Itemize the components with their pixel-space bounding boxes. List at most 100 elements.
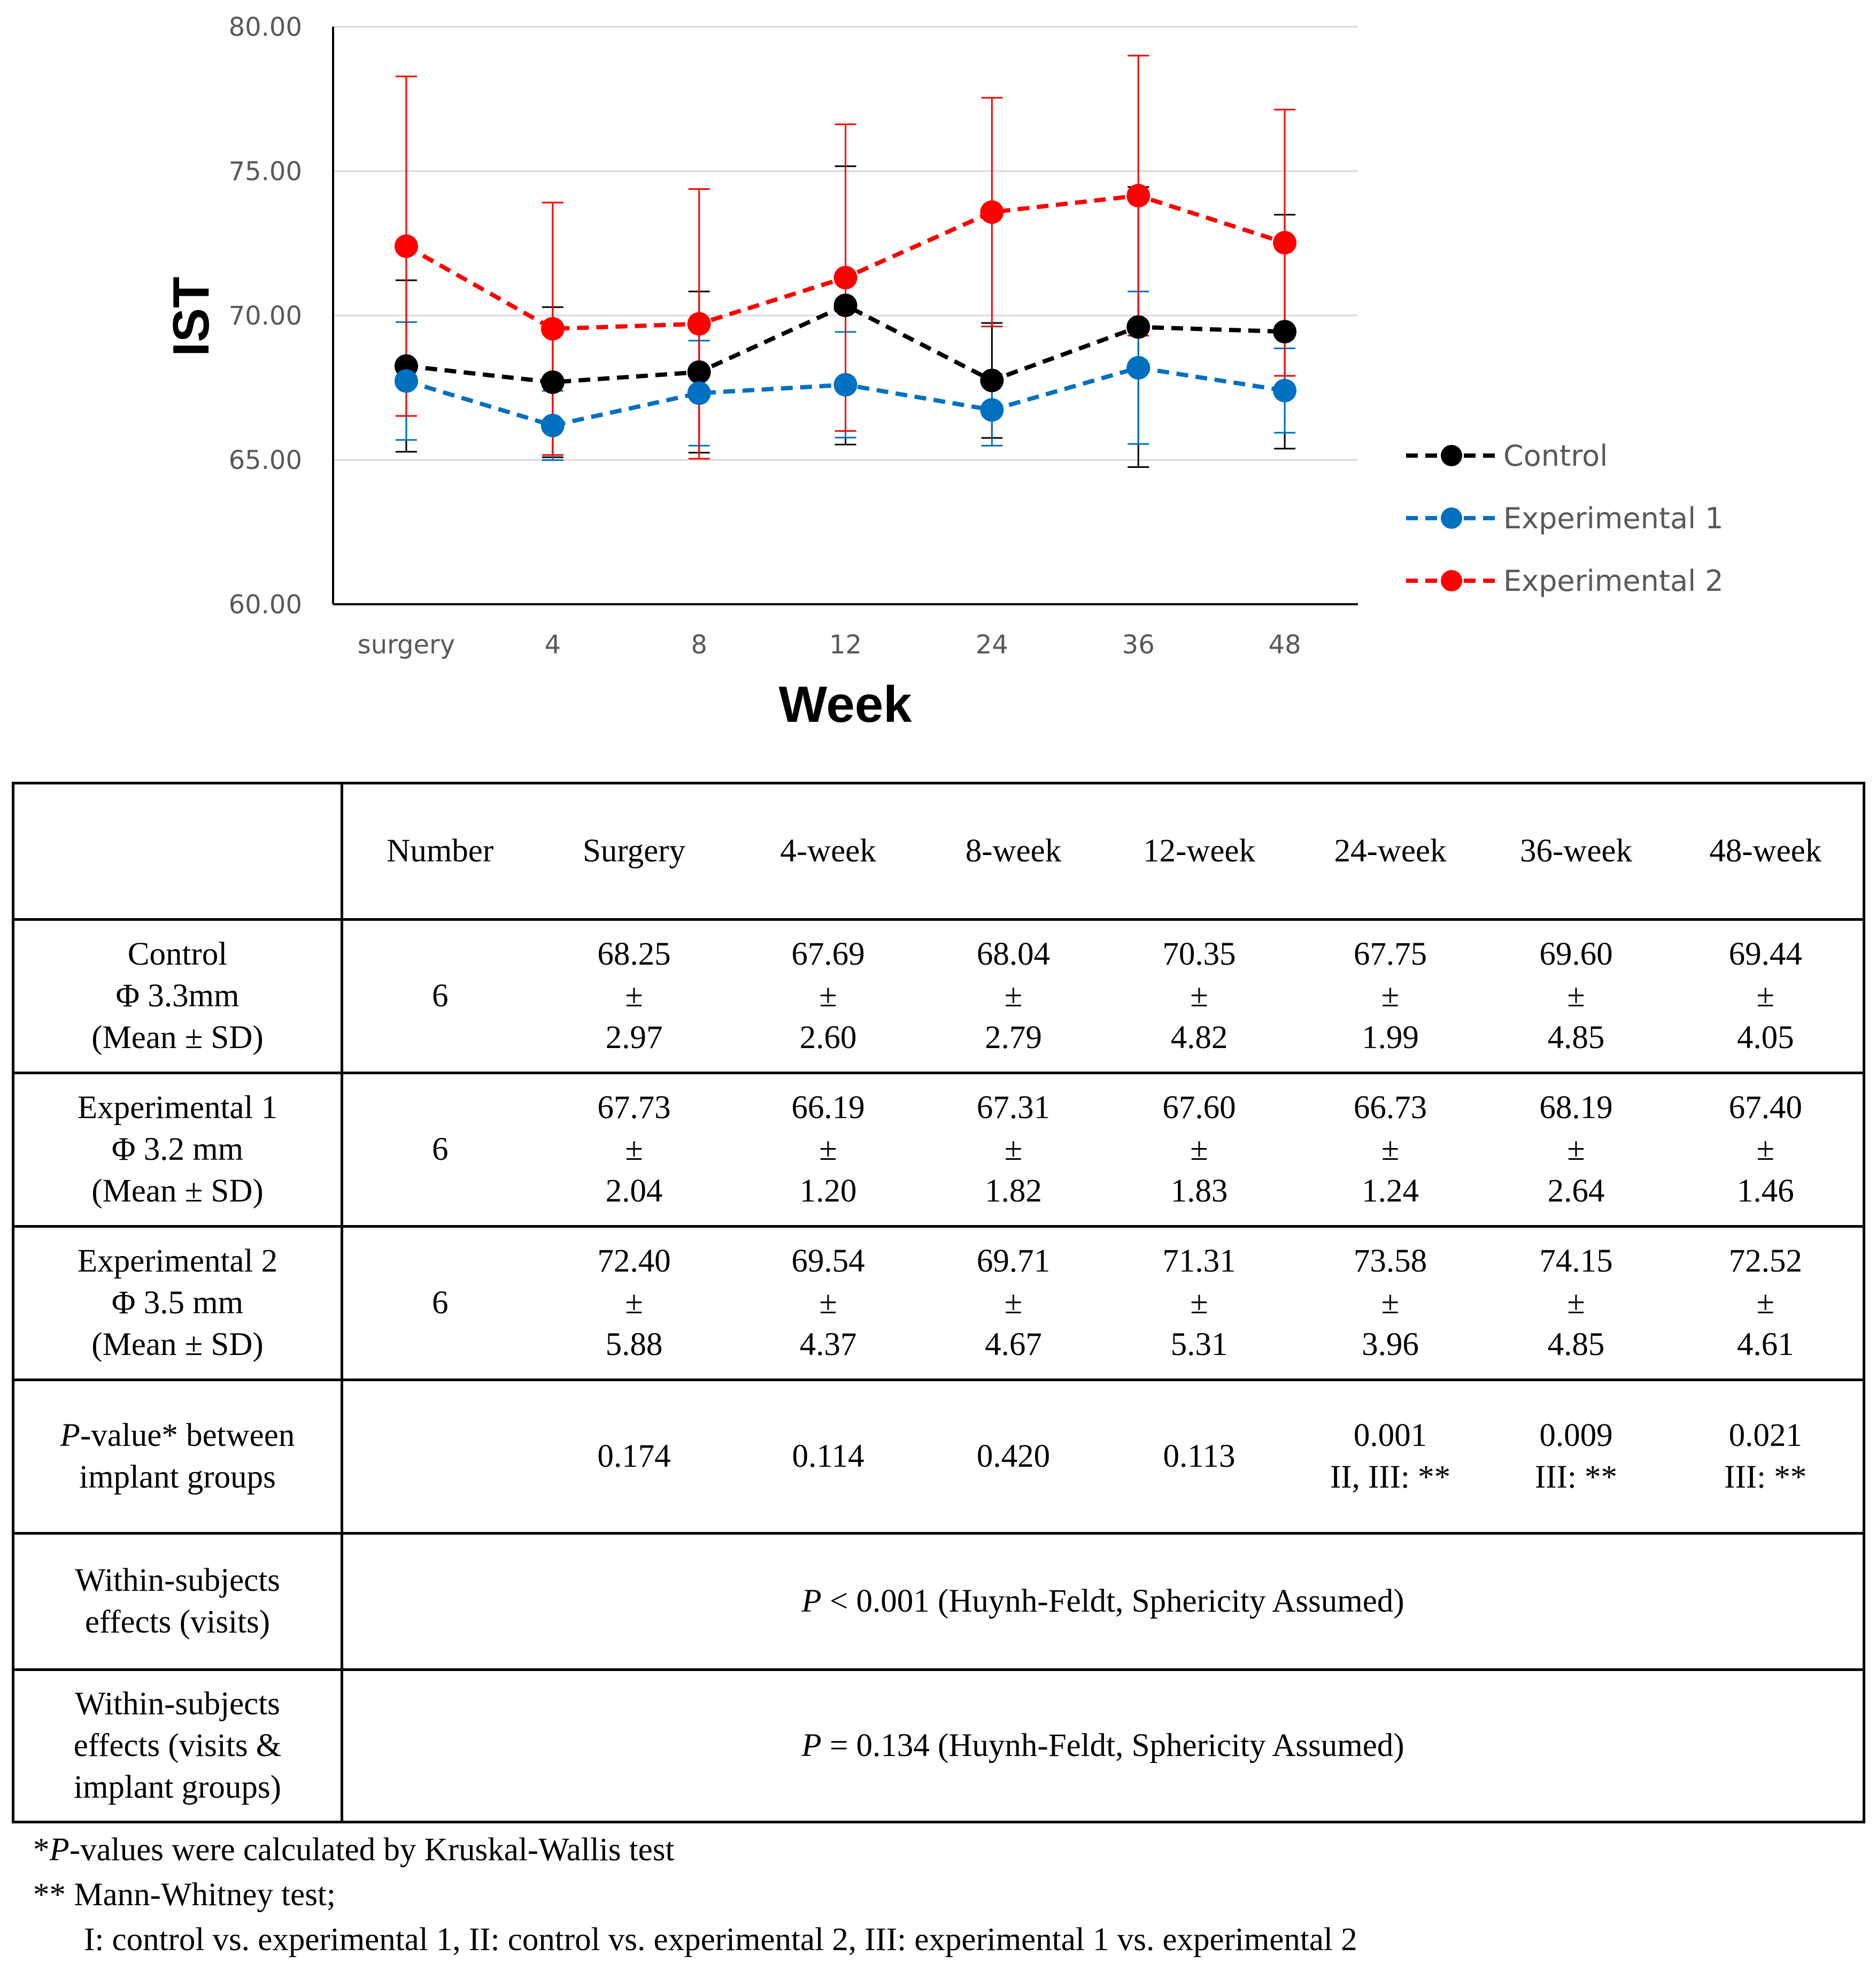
data-point (687, 312, 711, 336)
data-point (687, 360, 711, 384)
group-label: Control Φ 3.3mm (Mean ± SD) (12, 918, 343, 1074)
y-tick-label: 65.00 (229, 445, 302, 475)
data-point (541, 317, 565, 341)
group-number: 6 (341, 1225, 537, 1381)
series-layer (394, 55, 1297, 468)
table-header-cell: Number (342, 782, 537, 921)
legend-marker (1441, 570, 1462, 591)
group-number: 6 (341, 918, 537, 1074)
data-point (1273, 379, 1297, 403)
x-tick-label: 24 (976, 630, 1008, 660)
within-subjects-label: Within-subjects effects (visits & implant … (12, 1668, 343, 1823)
table-header-cell: 24-week (1296, 782, 1484, 921)
legend-marker (1441, 507, 1462, 529)
mean-sd-cell: 70.35 ±4.82 (1101, 918, 1297, 1074)
legend: Control Experimental 1 Experimental 2 (1406, 439, 1724, 598)
mean-sd-cell: 68.25 ±2.97 (537, 918, 731, 1074)
pvalue-cell: 0.114 (731, 1379, 925, 1535)
y-axis-title: IST (163, 276, 220, 356)
footnote-kruskal: *P-values were calculated by Kruskal-Wal… (33, 1832, 675, 1868)
pvalue-row-label: P-value* between implant groups (12, 1379, 343, 1535)
mean-sd-cell: 69.71 ±4.67 (925, 1225, 1102, 1381)
mean-sd-cell: 66.73 ±1.24 (1296, 1072, 1484, 1228)
mean-sd-cell: 66.19 ±1.20 (731, 1072, 925, 1228)
data-point (1126, 315, 1151, 339)
legend-label: Experimental 2 (1503, 564, 1724, 598)
x-tick-label: 12 (829, 630, 862, 660)
pvalue-number-empty (341, 1379, 537, 1535)
within-subjects-label: Within-subjects effects (visits) (12, 1532, 343, 1671)
results-table: Number Surgery 4-week 8-week 12-week 24-week 3… (12, 782, 1865, 1823)
data-point (687, 381, 711, 405)
x-tick-label: 48 (1269, 630, 1301, 660)
x-tick-label: 8 (691, 630, 707, 660)
x-tick-label: 4 (545, 630, 561, 660)
data-point (833, 294, 858, 318)
data-point (833, 266, 858, 290)
mean-sd-cell: 67.73 ±2.04 (537, 1072, 731, 1228)
legend-marker (1441, 445, 1462, 466)
data-point (980, 398, 1004, 422)
error-bars-experimental-2 (395, 55, 1296, 460)
data-point (1273, 230, 1297, 255)
x-tick-labels: surgery 4 8 12 24 36 48 (358, 630, 1301, 660)
data-point (980, 200, 1004, 224)
within-subjects-value: P = 0.134 (Huynh-Feldt, Sphericity Assum… (341, 1668, 1865, 1823)
table-header-cell: 12-week (1101, 782, 1297, 921)
data-point (394, 234, 418, 258)
table-header-cell (12, 782, 343, 921)
x-tick-label: 36 (1122, 630, 1155, 660)
table-header-cell: 36-week (1484, 782, 1669, 921)
mean-sd-cell: 72.40 ±5.88 (537, 1225, 731, 1381)
legend-label: Control (1503, 439, 1608, 473)
mean-sd-cell: 68.04 ±2.79 (925, 918, 1102, 1074)
mean-sd-cell: 67.31 ±1.82 (925, 1072, 1102, 1228)
pvalue-cell: 0.001 II, III: ** (1296, 1379, 1484, 1535)
table-header-cell: 4-week (731, 782, 925, 921)
data-point (1126, 356, 1151, 380)
data-point (980, 368, 1004, 392)
mean-sd-cell: 67.75 ±1.99 (1296, 918, 1484, 1074)
x-tick-label: surgery (358, 630, 455, 660)
table-header-cell: Surgery (537, 782, 731, 921)
within-subjects-value: P < 0.001 (Huynh-Feldt, Sphericity Assum… (341, 1532, 1865, 1671)
table-row: Control Φ 3.3mm (Mean ± SD) 6 68.25 ±2.97 67.6… (12, 918, 1865, 1074)
pvalue-cell: 0.420 (925, 1379, 1102, 1535)
mean-sd-cell: 69.54 ±4.37 (731, 1225, 925, 1381)
mean-sd-cell: 74.15 ±4.85 (1484, 1225, 1669, 1381)
mean-sd-cell: 71.31 ±5.31 (1101, 1225, 1297, 1381)
y-tick-label: 80.00 (229, 12, 302, 42)
y-tick-label: 60.00 (229, 590, 302, 620)
data-point (1273, 320, 1297, 344)
footnote-mann-whitney: ** Mann-Whitney test; (33, 1877, 336, 1913)
footnote-comparisons: I: control vs. experimental 1, II: contr… (84, 1922, 1357, 1958)
y-tick-label: 70.00 (229, 301, 302, 331)
pvalue-cell: 0.174 (537, 1379, 731, 1535)
mean-sd-cell: 73.58 ±3.96 (1296, 1225, 1484, 1381)
legend-label: Experimental 1 (1503, 502, 1724, 535)
table-header-cell: 8-week (925, 782, 1102, 921)
mean-sd-cell: 67.60 ±1.83 (1101, 1072, 1297, 1228)
mean-sd-cell: 72.52 ±4.61 (1668, 1225, 1865, 1381)
group-number: 6 (341, 1072, 537, 1228)
footnotes: *P-values were calculated by Kruskal-Wal… (33, 1828, 1357, 1962)
data-point (394, 369, 418, 393)
data-point (541, 370, 565, 394)
mean-sd-cell: 69.60 ±4.85 (1484, 918, 1669, 1074)
mean-sd-cell: 68.19 ±2.64 (1484, 1072, 1669, 1228)
y-tick-labels: 60.00 65.00 70.00 75.00 80.00 (229, 12, 302, 620)
y-tick-label: 75.00 (229, 157, 302, 187)
data-point (833, 373, 858, 397)
mean-sd-cell: 69.44 ±4.05 (1668, 918, 1865, 1074)
data-point (541, 413, 565, 437)
mean-sd-cell: 67.69 ±2.60 (731, 918, 925, 1074)
data-point (1126, 183, 1151, 207)
x-axis-title: Week (778, 676, 912, 733)
pvalue-cell: 0.009 III: ** (1484, 1379, 1669, 1535)
mean-sd-cell: 67.40 ±1.46 (1668, 1072, 1865, 1228)
